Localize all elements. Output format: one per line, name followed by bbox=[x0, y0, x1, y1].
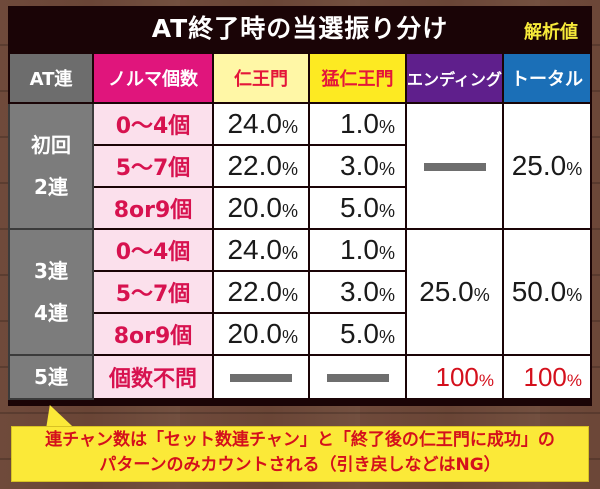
note-line2: パターンのみカウントされる（引き戻しなどはNG） bbox=[99, 455, 501, 475]
norma-cell: 0～4個 bbox=[92, 102, 214, 146]
table-row: 5～7個 22.0% 3.0% bbox=[9, 270, 591, 314]
dash-icon bbox=[423, 163, 486, 171]
niou-value: 20.0% bbox=[212, 312, 310, 356]
group-label-line2: 4連 bbox=[34, 301, 68, 325]
note-line1: 連チャン数は「セット数連チャン」と「終了後の仁王門に成功」の bbox=[45, 430, 555, 450]
ending-value: 100% bbox=[405, 354, 504, 400]
mou-niou-value: 5.0% bbox=[308, 186, 407, 230]
mou-niou-value: 3.0% bbox=[308, 144, 407, 188]
niou-value: 20.0% bbox=[212, 186, 310, 230]
table-row: 初回 2連 0～4個 24.0% 1.0% 25.0% bbox=[8, 102, 592, 230]
distribution-panel: AT終了時の当選振り分け 解析値 AT連 ノルマ個数 仁王門 猛仁王門 エンディ… bbox=[8, 6, 592, 406]
mou-niou-value: 5.0% bbox=[308, 312, 407, 356]
header-at-ren: AT連 bbox=[8, 52, 94, 104]
table-row: 5連 個数不問 100% 100% bbox=[8, 354, 592, 400]
norma-cell: 個数不問 bbox=[92, 354, 214, 400]
note-callout: 連チャン数は「セット数連チャン」と「終了後の仁王門に成功」の パターンのみカウン… bbox=[12, 427, 588, 481]
total-value: 50.0% bbox=[502, 228, 592, 356]
norma-cell: 5～7個 bbox=[92, 144, 214, 188]
dash-icon bbox=[326, 374, 389, 382]
table-row: 8or9個 20.0% 5.0% bbox=[9, 186, 591, 230]
niou-value: 24.0% bbox=[212, 102, 310, 146]
group-label-line2: 2連 bbox=[34, 175, 68, 199]
table-row: 3連 4連 0～4個 24.0% 1.0% 25.0% 50.0% bbox=[8, 228, 592, 356]
callout-pointer bbox=[37, 405, 75, 428]
norma-cell: 8or9個 bbox=[92, 186, 214, 230]
mou-niou-value-none bbox=[308, 354, 407, 400]
group-label-5: 5連 bbox=[8, 354, 94, 400]
mou-niou-value: 3.0% bbox=[308, 270, 407, 314]
niou-value-none bbox=[212, 354, 310, 400]
niou-value: 22.0% bbox=[212, 144, 310, 188]
ending-value: 25.0% bbox=[405, 228, 504, 356]
header-row: AT連 ノルマ個数 仁王門 猛仁王門 エンディング トータル bbox=[8, 52, 592, 104]
analysis-badge: 解析値 bbox=[524, 22, 578, 43]
table-title: AT終了時の当選振り分け bbox=[151, 14, 449, 43]
group-label-line1: 3連 bbox=[34, 259, 68, 283]
table-row: 8or9個 20.0% 5.0% bbox=[9, 312, 591, 356]
group-label-3-4: 3連 4連 bbox=[8, 228, 94, 356]
header-mou-niou-mon: 猛仁王門 bbox=[308, 52, 407, 104]
total-value: 100% bbox=[502, 354, 592, 400]
mou-niou-value: 1.0% bbox=[308, 102, 407, 146]
niou-value: 24.0% bbox=[212, 228, 310, 272]
dash-icon bbox=[230, 374, 292, 382]
distribution-table: AT連 ノルマ個数 仁王門 猛仁王門 エンディング トータル 初回 2連 0～4… bbox=[8, 52, 592, 400]
header-norma: ノルマ個数 bbox=[92, 52, 214, 104]
mou-niou-value: 1.0% bbox=[308, 228, 407, 272]
total-value: 25.0% bbox=[502, 102, 592, 230]
group-label-line1: 初回 bbox=[31, 133, 71, 157]
header-ending: エンディング bbox=[405, 52, 504, 104]
table-row: 5～7個 22.0% 3.0% bbox=[9, 144, 591, 188]
norma-cell: 0～4個 bbox=[92, 228, 214, 272]
norma-cell: 5～7個 bbox=[92, 270, 214, 314]
ending-value-none bbox=[405, 102, 504, 230]
niou-value: 22.0% bbox=[212, 270, 310, 314]
group-label-first: 初回 2連 bbox=[8, 102, 94, 230]
header-niou-mon: 仁王門 bbox=[212, 52, 310, 104]
norma-cell: 8or9個 bbox=[92, 312, 214, 356]
header-total: トータル bbox=[502, 52, 592, 104]
